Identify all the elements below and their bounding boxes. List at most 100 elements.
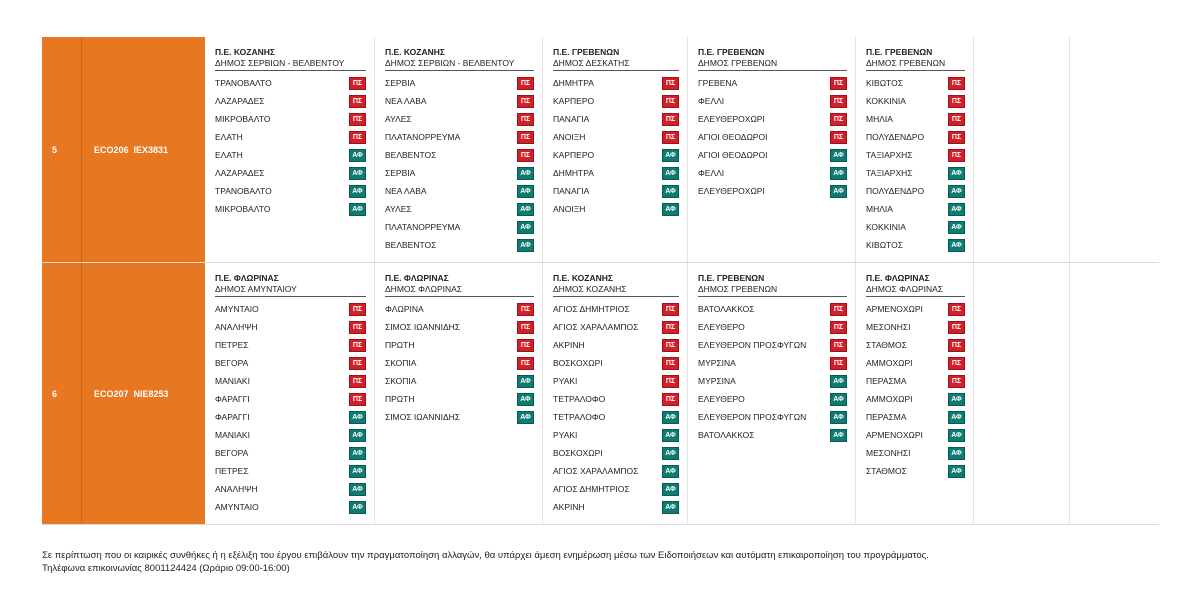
- departure-badge: ΠΣ: [662, 392, 679, 406]
- vehicle-id: ECO207 ΝΙΕ8253: [82, 263, 205, 524]
- stop-name: ΠΡΩΤΗ: [385, 340, 415, 350]
- stop-name: ΜΑΝΙΑΚΙ: [215, 376, 250, 386]
- stop-item: ΑΡΜΕΝΟΧΩΡΙ ΠΣ: [866, 300, 965, 318]
- arrival-badge: ΑΦ: [830, 166, 847, 180]
- departure-badge: ΠΣ: [948, 338, 965, 352]
- stop-item: ΤΑΞΙΑΡΧΗΣ ΑΦ: [866, 164, 965, 182]
- stop-name: ΣΕΡΒΙΑ: [385, 78, 416, 88]
- stop-name: ΠΑΝΑΓΙΑ: [553, 186, 590, 196]
- stop-name: ΕΛΕΥΘΕΡΟΝ ΠΡΟΣΦΥΓΩΝ: [698, 340, 807, 350]
- arrival-badge: ΑΦ: [349, 446, 366, 460]
- stop-name: ΠΟΛΥΔΕΝΔΡΟ: [866, 186, 925, 196]
- stop-name: ΠΕΤΡΕΣ: [215, 340, 249, 350]
- stop-name: ΕΛΕΥΘΕΡΟΧΩΡΙ: [698, 186, 765, 196]
- stop-item: ΒΕΓΟΡΑ ΑΦ: [215, 444, 366, 462]
- stop-item: ΕΛΕΥΘΕΡΟΧΩΡΙ ΠΣ: [698, 110, 847, 128]
- stop-item: ΑΓΙΟΣ ΔΗΜΗΤΡΙΟΣ ΠΣ: [553, 300, 679, 318]
- stop-name: ΒΕΛΒΕΝΤΟΣ: [385, 240, 437, 250]
- arrival-badge: ΑΦ: [349, 148, 366, 162]
- arrival-badge: ΑΦ: [948, 202, 965, 216]
- stop-item: ΤΑΞΙΑΡΧΗΣ ΠΣ: [866, 146, 965, 164]
- stop-name: ΜΕΣΟΝΗΣΙ: [866, 448, 911, 458]
- stop-name: ΚΑΡΠΕΡΟ: [553, 96, 595, 106]
- area-column: Π.Ε. ΦΛΩΡΙΝΑΣ ΔΗΜΟΣ ΦΛΩΡΙΝΑΣ ΑΡΜΕΝΟΧΩΡΙ ΠΣ Μ…: [856, 263, 974, 524]
- stop-name: ΛΑΖΑΡΑΔΕΣ: [215, 168, 265, 178]
- arrival-badge: ΑΦ: [948, 410, 965, 424]
- departure-badge: ΠΣ: [830, 338, 847, 352]
- stop-name: ΑΚΡΙΝΗ: [553, 340, 585, 350]
- stop-name: ΑΓΙΟΣ ΔΗΜΗΤΡΙΟΣ: [553, 484, 630, 494]
- departure-badge: ΠΣ: [948, 148, 965, 162]
- stop-name: ΣΙΜΟΣ ΙΩΑΝΝΙΔΗΣ: [385, 322, 461, 332]
- regional-unit: Π.Ε. ΓΡΕΒΕΝΩΝ: [698, 47, 765, 57]
- stop-name: ΤΡΑΝΟΒΑΛΤΟ: [215, 78, 272, 88]
- arrival-badge: ΑΦ: [517, 220, 534, 234]
- departure-badge: ΠΣ: [662, 94, 679, 108]
- arrival-badge: ΑΦ: [830, 410, 847, 424]
- stop-name: ΔΗΜΗΤΡΑ: [553, 168, 594, 178]
- stop-name: ΑΓΙΟΣ ΧΑΡΑΛΑΜΠΟΣ: [553, 466, 639, 476]
- regional-unit: Π.Ε. ΓΡΕΒΕΝΩΝ: [698, 273, 765, 283]
- stop-item: ΠΟΛΥΔΕΝΔΡΟ ΠΣ: [866, 128, 965, 146]
- departure-badge: ΠΣ: [830, 130, 847, 144]
- stop-item: ΜΕΣΟΝΗΣΙ ΠΣ: [866, 318, 965, 336]
- departure-badge: ΠΣ: [349, 356, 366, 370]
- stop-name: ΡΥΑΚΙ: [553, 430, 578, 440]
- schedule-table: 5 ECO206 ΙΕΧ3831 Π.Ε. ΚΟΖΑΝΗΣ ΔΗΜΟΣ ΣΕΡΒΙΩΝ …: [42, 37, 1159, 525]
- arrival-badge: ΑΦ: [948, 446, 965, 460]
- departure-badge: ΠΣ: [948, 94, 965, 108]
- stop-item: ΑΓΙΟΣ ΧΑΡΑΛΑΜΠΟΣ ΑΦ: [553, 462, 679, 480]
- stop-item: ΜΗΛΙΑ ΠΣ: [866, 110, 965, 128]
- departure-badge: ΠΣ: [517, 302, 534, 316]
- stop-item: ΑΝΟΙΞΗ ΠΣ: [553, 128, 679, 146]
- departure-badge: ΠΣ: [830, 302, 847, 316]
- stop-name: ΑΓΙΟΙ ΘΕΟΔΩΡΟΙ: [698, 132, 768, 142]
- arrival-badge: ΑΦ: [948, 238, 965, 252]
- stop-name: ΒΕΓΟΡΑ: [215, 358, 249, 368]
- arrival-badge: ΑΦ: [662, 202, 679, 216]
- stop-item: ΣΚΟΠΙΑ ΑΦ: [385, 372, 534, 390]
- departure-badge: ΠΣ: [662, 302, 679, 316]
- vehicle-code: ECO206: [94, 144, 129, 155]
- departure-badge: ΠΣ: [349, 392, 366, 406]
- stop-item: ΛΑΖΑΡΑΔΕΣ ΑΦ: [215, 164, 366, 182]
- stop-name: ΛΑΖΑΡΑΔΕΣ: [215, 96, 265, 106]
- route-number: 6: [42, 263, 82, 524]
- stop-item: ΒΟΣΚΟΧΩΡΙ ΠΣ: [553, 354, 679, 372]
- stop-item: ΕΛΑΤΗ ΠΣ: [215, 128, 366, 146]
- stop-name: ΠΟΛΥΔΕΝΔΡΟ: [866, 132, 925, 142]
- departure-badge: ΠΣ: [517, 148, 534, 162]
- stop-name: ΜΕΣΟΝΗΣΙ: [866, 322, 911, 332]
- municipality: ΔΗΜΟΣ ΚΟΖΑΝΗΣ: [553, 284, 679, 297]
- stop-item: ΠΕΡΑΣΜΑ ΑΦ: [866, 408, 965, 426]
- regional-unit: Π.Ε. ΦΛΩΡΙΝΑΣ: [215, 273, 279, 283]
- stop-name: ΤΡΑΝΟΒΑΛΤΟ: [215, 186, 272, 196]
- stop-item: ΑΓΙΟΙ ΘΕΟΔΩΡΟΙ ΑΦ: [698, 146, 847, 164]
- municipality: ΔΗΜΟΣ ΦΛΩΡΙΝΑΣ: [385, 284, 534, 297]
- route-number: 5: [42, 37, 82, 262]
- stop-name: ΒΟΣΚΟΧΩΡΙ: [553, 358, 603, 368]
- departure-badge: ΠΣ: [349, 76, 366, 90]
- stop-item: ΝΕΑ ΛΑΒΑ ΠΣ: [385, 92, 534, 110]
- arrival-badge: ΑΦ: [349, 482, 366, 496]
- stop-item: ΑΜΜΟΧΩΡΙ ΑΦ: [866, 390, 965, 408]
- stop-item: ΠΕΤΡΕΣ ΠΣ: [215, 336, 366, 354]
- arrival-badge: ΑΦ: [830, 428, 847, 442]
- schedule-row: 5 ECO206 ΙΕΧ3831 Π.Ε. ΚΟΖΑΝΗΣ ΔΗΜΟΣ ΣΕΡΒΙΩΝ …: [42, 37, 1159, 263]
- stop-name: ΒΕΓΟΡΑ: [215, 448, 249, 458]
- arrival-badge: ΑΦ: [662, 446, 679, 460]
- stop-item: ΓΡΕΒΕΝΑ ΠΣ: [698, 74, 847, 92]
- stop-name: ΕΛΕΥΘΕΡΟΝ ΠΡΟΣΦΥΓΩΝ: [698, 412, 807, 422]
- stop-name: ΡΥΑΚΙ: [553, 376, 578, 386]
- vehicle-id: ECO206 ΙΕΧ3831: [82, 37, 205, 262]
- stop-item: ΒΟΣΚΟΧΩΡΙ ΑΦ: [553, 444, 679, 462]
- departure-badge: ΠΣ: [349, 374, 366, 388]
- stop-name: ΦΛΩΡΙΝΑ: [385, 304, 424, 314]
- stop-name: ΑΝΟΙΞΗ: [553, 204, 586, 214]
- departure-badge: ΠΣ: [662, 356, 679, 370]
- stop-name: ΝΕΑ ΛΑΒΑ: [385, 186, 427, 196]
- stop-name: ΑΜΥΝΤΑΙΟ: [215, 502, 259, 512]
- arrival-badge: ΑΦ: [662, 482, 679, 496]
- stop-item: ΣΙΜΟΣ ΙΩΑΝΝΙΔΗΣ ΠΣ: [385, 318, 534, 336]
- stop-item: ΑΓΙΟΣ ΔΗΜΗΤΡΙΟΣ ΑΦ: [553, 480, 679, 498]
